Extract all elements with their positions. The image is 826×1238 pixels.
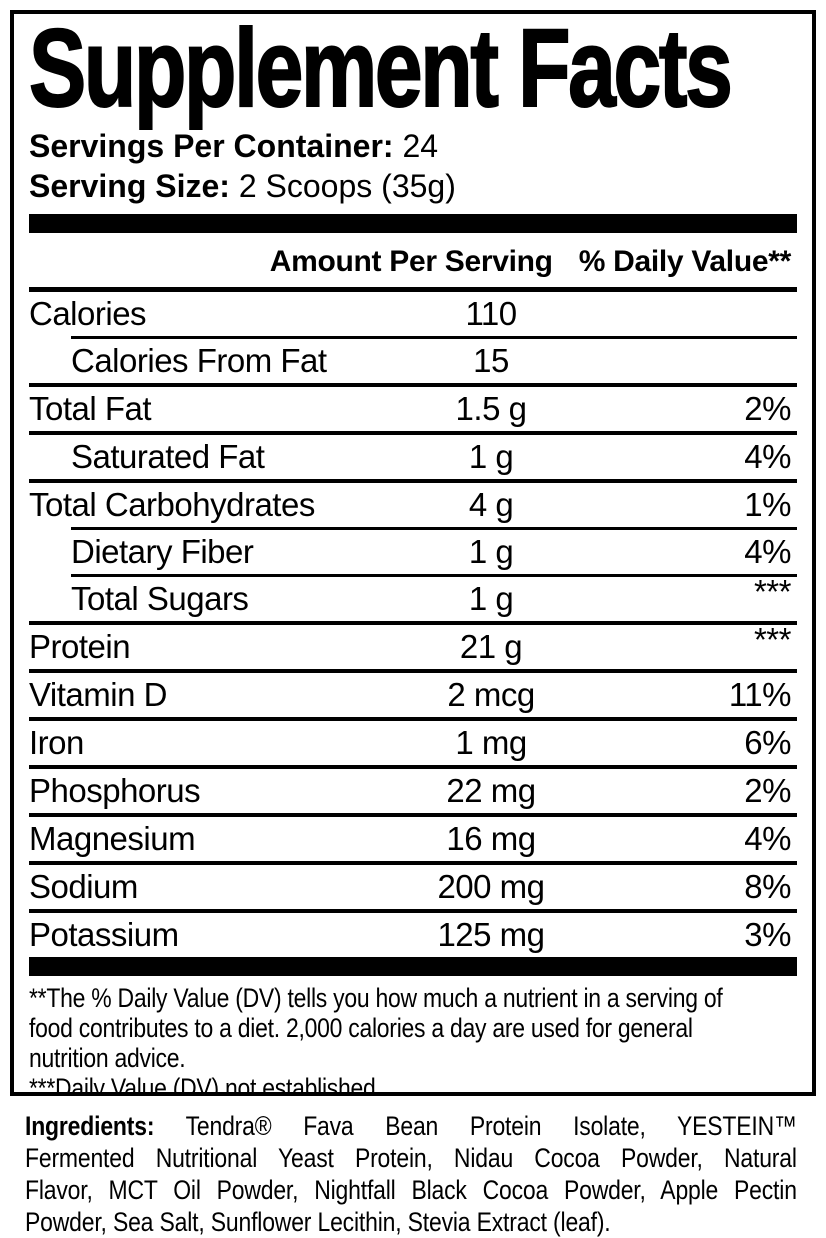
table-row-vitamin-d: Vitamin D 2 mcg 11%	[29, 673, 797, 717]
row-separator	[29, 621, 797, 625]
ingredients-line: Powder, Sea Salt, Sunflower Lecithin, St…	[25, 1207, 611, 1237]
footnote-line: **The % Daily Value (DV) tells you how m…	[29, 983, 723, 1013]
column-header-amount: Amount Per Serving	[269, 245, 553, 278]
nutrient-amount: 2 mcg	[447, 676, 535, 713]
nutrient-dv: 11%	[728, 676, 792, 713]
table-row-iron: Iron 1 mg 6%	[29, 721, 797, 765]
nutrient-dv: ***	[753, 573, 792, 610]
nutrient-amount: 1.5 g	[455, 390, 527, 427]
ingredients-label: Ingredients:	[25, 1111, 155, 1141]
table-row-potassium: Potassium 125 mg 3%	[29, 913, 797, 957]
serving-size-value: 2 Scoops (35g)	[238, 168, 456, 204]
nutrient-name: Calories From Fat	[71, 342, 327, 379]
table-row-calories: Calories 110	[29, 292, 797, 336]
row-separator	[29, 383, 797, 387]
table-row-calories-from-fat: Calories From Fat 15	[29, 339, 797, 383]
table-row-magnesium: Magnesium 16 mg 4%	[29, 817, 797, 861]
row-separator	[71, 527, 797, 530]
ingredients-text: Tendra® Fava Bean Protein Isolate, YESTE…	[185, 1111, 797, 1141]
nutrient-name: Magnesium	[29, 820, 196, 857]
nutrient-amount: 15	[473, 342, 509, 379]
row-separator	[71, 336, 797, 339]
footnote-line: food contributes to a diet. 2,000 calori…	[29, 1013, 693, 1043]
row-separator	[71, 574, 797, 577]
row-separator	[29, 909, 797, 913]
header-underline	[29, 287, 797, 292]
nutrient-dv: 6%	[744, 724, 791, 761]
row-separator	[29, 431, 797, 435]
nutrient-amount: 125 mg	[437, 916, 545, 953]
table-row-sodium: Sodium 200 mg 8%	[29, 865, 797, 909]
nutrient-name: Total Fat	[29, 390, 152, 427]
nutrient-dv: 3%	[744, 916, 791, 953]
footnote-line: nutrition advice.	[29, 1043, 186, 1073]
nutrient-dv: 2%	[744, 390, 791, 427]
table-header: Amount Per Serving % Daily Value**	[29, 233, 797, 287]
nutrient-name: Sodium	[29, 868, 138, 905]
ingredients-line: Ingredients: Tendra® Fava Bean Protein I…	[25, 1110, 797, 1142]
nutrient-name: Vitamin D	[29, 676, 167, 713]
table-row-total-fat: Total Fat 1.5 g 2%	[29, 387, 797, 431]
column-header-daily-value: % Daily Value**	[578, 245, 792, 278]
ingredients-line: Fermented Nutritional Yeast Protein, Nid…	[25, 1143, 797, 1173]
divider-bar-top	[29, 214, 797, 233]
nutrient-dv: 2%	[744, 772, 791, 809]
nutrient-name: Protein	[29, 628, 131, 665]
table-row-protein: Protein 21 g ***	[29, 621, 797, 669]
nutrient-dv: 8%	[744, 868, 791, 905]
servings-per-container-value: 24	[402, 128, 439, 164]
nutrient-amount: 4 g	[468, 486, 514, 523]
table-row-saturated-fat: Saturated Fat 1 g 4%	[29, 435, 797, 479]
nutrient-amount: 1 g	[468, 580, 514, 617]
nutrient-dv: 4%	[744, 438, 791, 475]
nutrient-name: Saturated Fat	[71, 438, 265, 475]
row-separator	[29, 813, 797, 817]
row-separator	[29, 765, 797, 769]
nutrient-name: Total Carbohydrates	[29, 486, 315, 523]
nutrient-name: Total Sugars	[71, 580, 249, 617]
row-separator	[29, 717, 797, 721]
nutrient-amount: 110	[465, 295, 517, 332]
table-row-phosphorus: Phosphorus 22 mg 2%	[29, 769, 797, 813]
nutrient-dv: 4%	[744, 533, 791, 570]
table-row-dietary-fiber: Dietary Fiber 1 g 4%	[29, 530, 797, 574]
nutrient-dv: 4%	[744, 820, 791, 857]
label-title: Supplement Facts	[28, 10, 733, 130]
table-row-total-carbohydrates: Total Carbohydrates 4 g 1%	[29, 483, 797, 527]
footnote-line: ***Daily Value (DV) not established.	[29, 1073, 382, 1096]
serving-size: Serving Size: 2 Scoops (35g)	[29, 166, 797, 206]
nutrient-amount: 16 mg	[446, 820, 536, 857]
nutrient-name: Phosphorus	[29, 772, 201, 809]
row-separator	[29, 479, 797, 483]
row-separator	[29, 669, 797, 673]
servings-per-container-label: Servings Per Container:	[29, 128, 394, 164]
table-row-total-sugars: Total Sugars 1 g ***	[29, 573, 797, 621]
nutrient-name: Iron	[29, 724, 84, 761]
nutrient-amount: 1 mg	[455, 724, 527, 761]
supplement-facts-panel: Supplement Facts Servings Per Container:…	[10, 10, 816, 1096]
row-separator	[29, 861, 797, 865]
nutrient-dv: 1%	[744, 486, 791, 523]
nutrient-amount: 200 mg	[437, 868, 545, 905]
ingredients-line: Flavor, MCT Oil Powder, Nightfall Black …	[25, 1175, 797, 1205]
divider-bar-bottom	[29, 957, 797, 976]
servings-per-container: Servings Per Container: 24	[29, 126, 797, 166]
nutrient-dv: ***	[753, 621, 792, 658]
nutrient-amount: 22 mg	[446, 772, 536, 809]
nutrient-amount: 21 g	[459, 628, 523, 665]
serving-size-label: Serving Size:	[29, 168, 230, 204]
nutrient-name: Potassium	[29, 916, 179, 953]
nutrient-amount: 1 g	[468, 533, 514, 570]
nutrient-amount: 1 g	[468, 438, 514, 475]
daily-value-footnote: **The % Daily Value (DV) tells you how m…	[29, 983, 797, 1096]
ingredients-section: Ingredients: Tendra® Fava Bean Protein I…	[25, 1110, 797, 1238]
nutrient-name: Dietary Fiber	[71, 533, 254, 570]
nutrient-name: Calories	[29, 295, 147, 332]
